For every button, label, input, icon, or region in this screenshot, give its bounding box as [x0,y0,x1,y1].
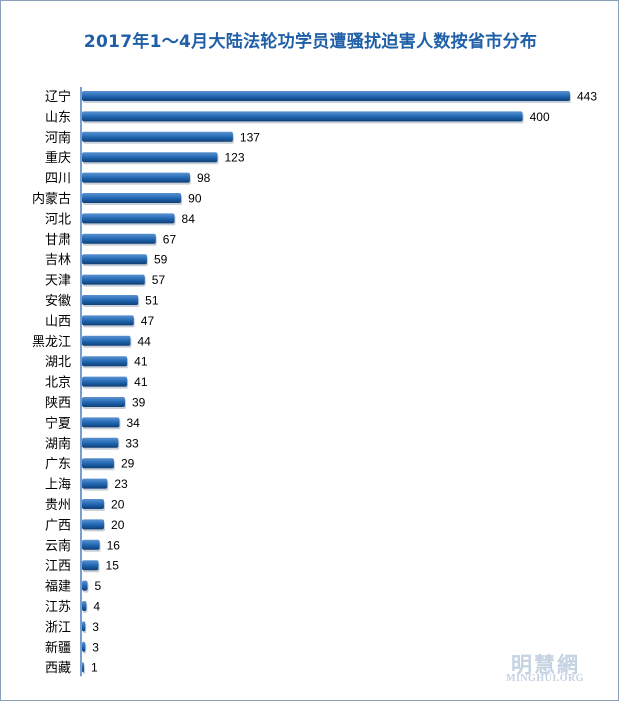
category-label: 重庆 [45,150,71,166]
bar [82,437,119,448]
category-label: 浙江 [45,620,71,635]
value-label: 29 [121,457,135,471]
bar [82,356,128,367]
value-label: 84 [182,212,196,226]
value-label: 98 [197,171,211,185]
bar [82,417,120,428]
bar [82,233,156,244]
bar [82,499,105,509]
value-label: 51 [145,294,159,308]
bar [82,641,86,652]
bar [82,376,128,387]
bar [82,213,175,224]
category-label: 天津 [45,274,71,289]
bar [82,315,134,326]
category-label: 新疆 [45,640,71,656]
bar [82,539,100,550]
category-label: 上海 [45,478,71,493]
bar [82,560,99,571]
category-label: 北京 [45,376,71,391]
bar [82,193,182,203]
category-label: 广西 [45,518,71,533]
category-label: 吉林 [45,253,71,268]
category-label: 辽宁 [45,89,71,105]
chart-title: 2017年1～4月大陆法轮功学员遭骚扰迫害人数按省市分布 [83,32,538,52]
category-label: 河南 [45,130,71,146]
category-label: 山西 [45,314,71,329]
value-label: 4 [93,600,100,614]
bar [82,274,145,285]
bar [82,519,105,530]
value-label: 3 [92,640,99,654]
bar [82,335,131,346]
category-label: 甘肃 [45,233,71,248]
bar [82,601,87,611]
value-label: 15 [106,559,120,573]
category-label: 云南 [45,538,71,554]
category-label: 内蒙古 [32,191,71,207]
watermark-logo-en: MINGHUI.ORG [506,673,584,684]
value-label: 3 [92,620,99,634]
value-label: 443 [577,90,597,104]
value-label: 5 [95,579,102,593]
category-label: 陕西 [45,396,71,411]
value-label: 34 [126,416,140,430]
value-label: 44 [137,334,151,348]
value-label: 41 [134,375,148,389]
category-label: 河北 [45,212,71,227]
category-label: 西藏 [45,661,71,676]
category-label: 山东 [45,110,71,125]
bar [82,580,88,591]
category-label: 黑龙江 [32,335,71,350]
category-label: 江西 [45,559,71,574]
value-label: 137 [240,130,260,144]
bar [82,621,86,632]
category-label: 江苏 [45,599,71,615]
category-label: 四川 [45,172,71,187]
bar [82,458,114,469]
bar [82,295,139,305]
value-label: 16 [107,538,121,552]
value-label: 23 [114,477,128,491]
value-label: 90 [188,192,202,206]
value-label: 67 [163,232,177,246]
value-label: 33 [125,436,139,450]
value-label: 20 [111,498,125,512]
bar [82,111,523,122]
value-label: 39 [132,396,146,410]
category-label: 安徽 [45,294,71,309]
bar [82,152,218,163]
watermark-logo-cn: 明慧網 [511,652,580,677]
value-label: 47 [141,314,155,328]
bar [82,397,125,407]
category-label: 湖北 [45,355,71,370]
bar [82,662,84,673]
bar [82,478,108,489]
category-label: 福建 [45,580,71,595]
category-label: 宁夏 [45,415,71,431]
bar [82,131,233,142]
category-label: 广东 [45,457,71,472]
bar [82,91,570,101]
value-label: 123 [224,151,244,165]
category-label: 贵州 [45,498,71,513]
value-label: 20 [111,518,125,532]
value-label: 59 [154,253,168,267]
bar [82,172,190,183]
value-label: 57 [152,273,166,287]
bar [82,254,147,265]
value-label: 400 [530,110,550,124]
value-label: 41 [134,355,148,369]
category-label: 湖南 [45,436,71,452]
value-label: 1 [91,661,98,675]
